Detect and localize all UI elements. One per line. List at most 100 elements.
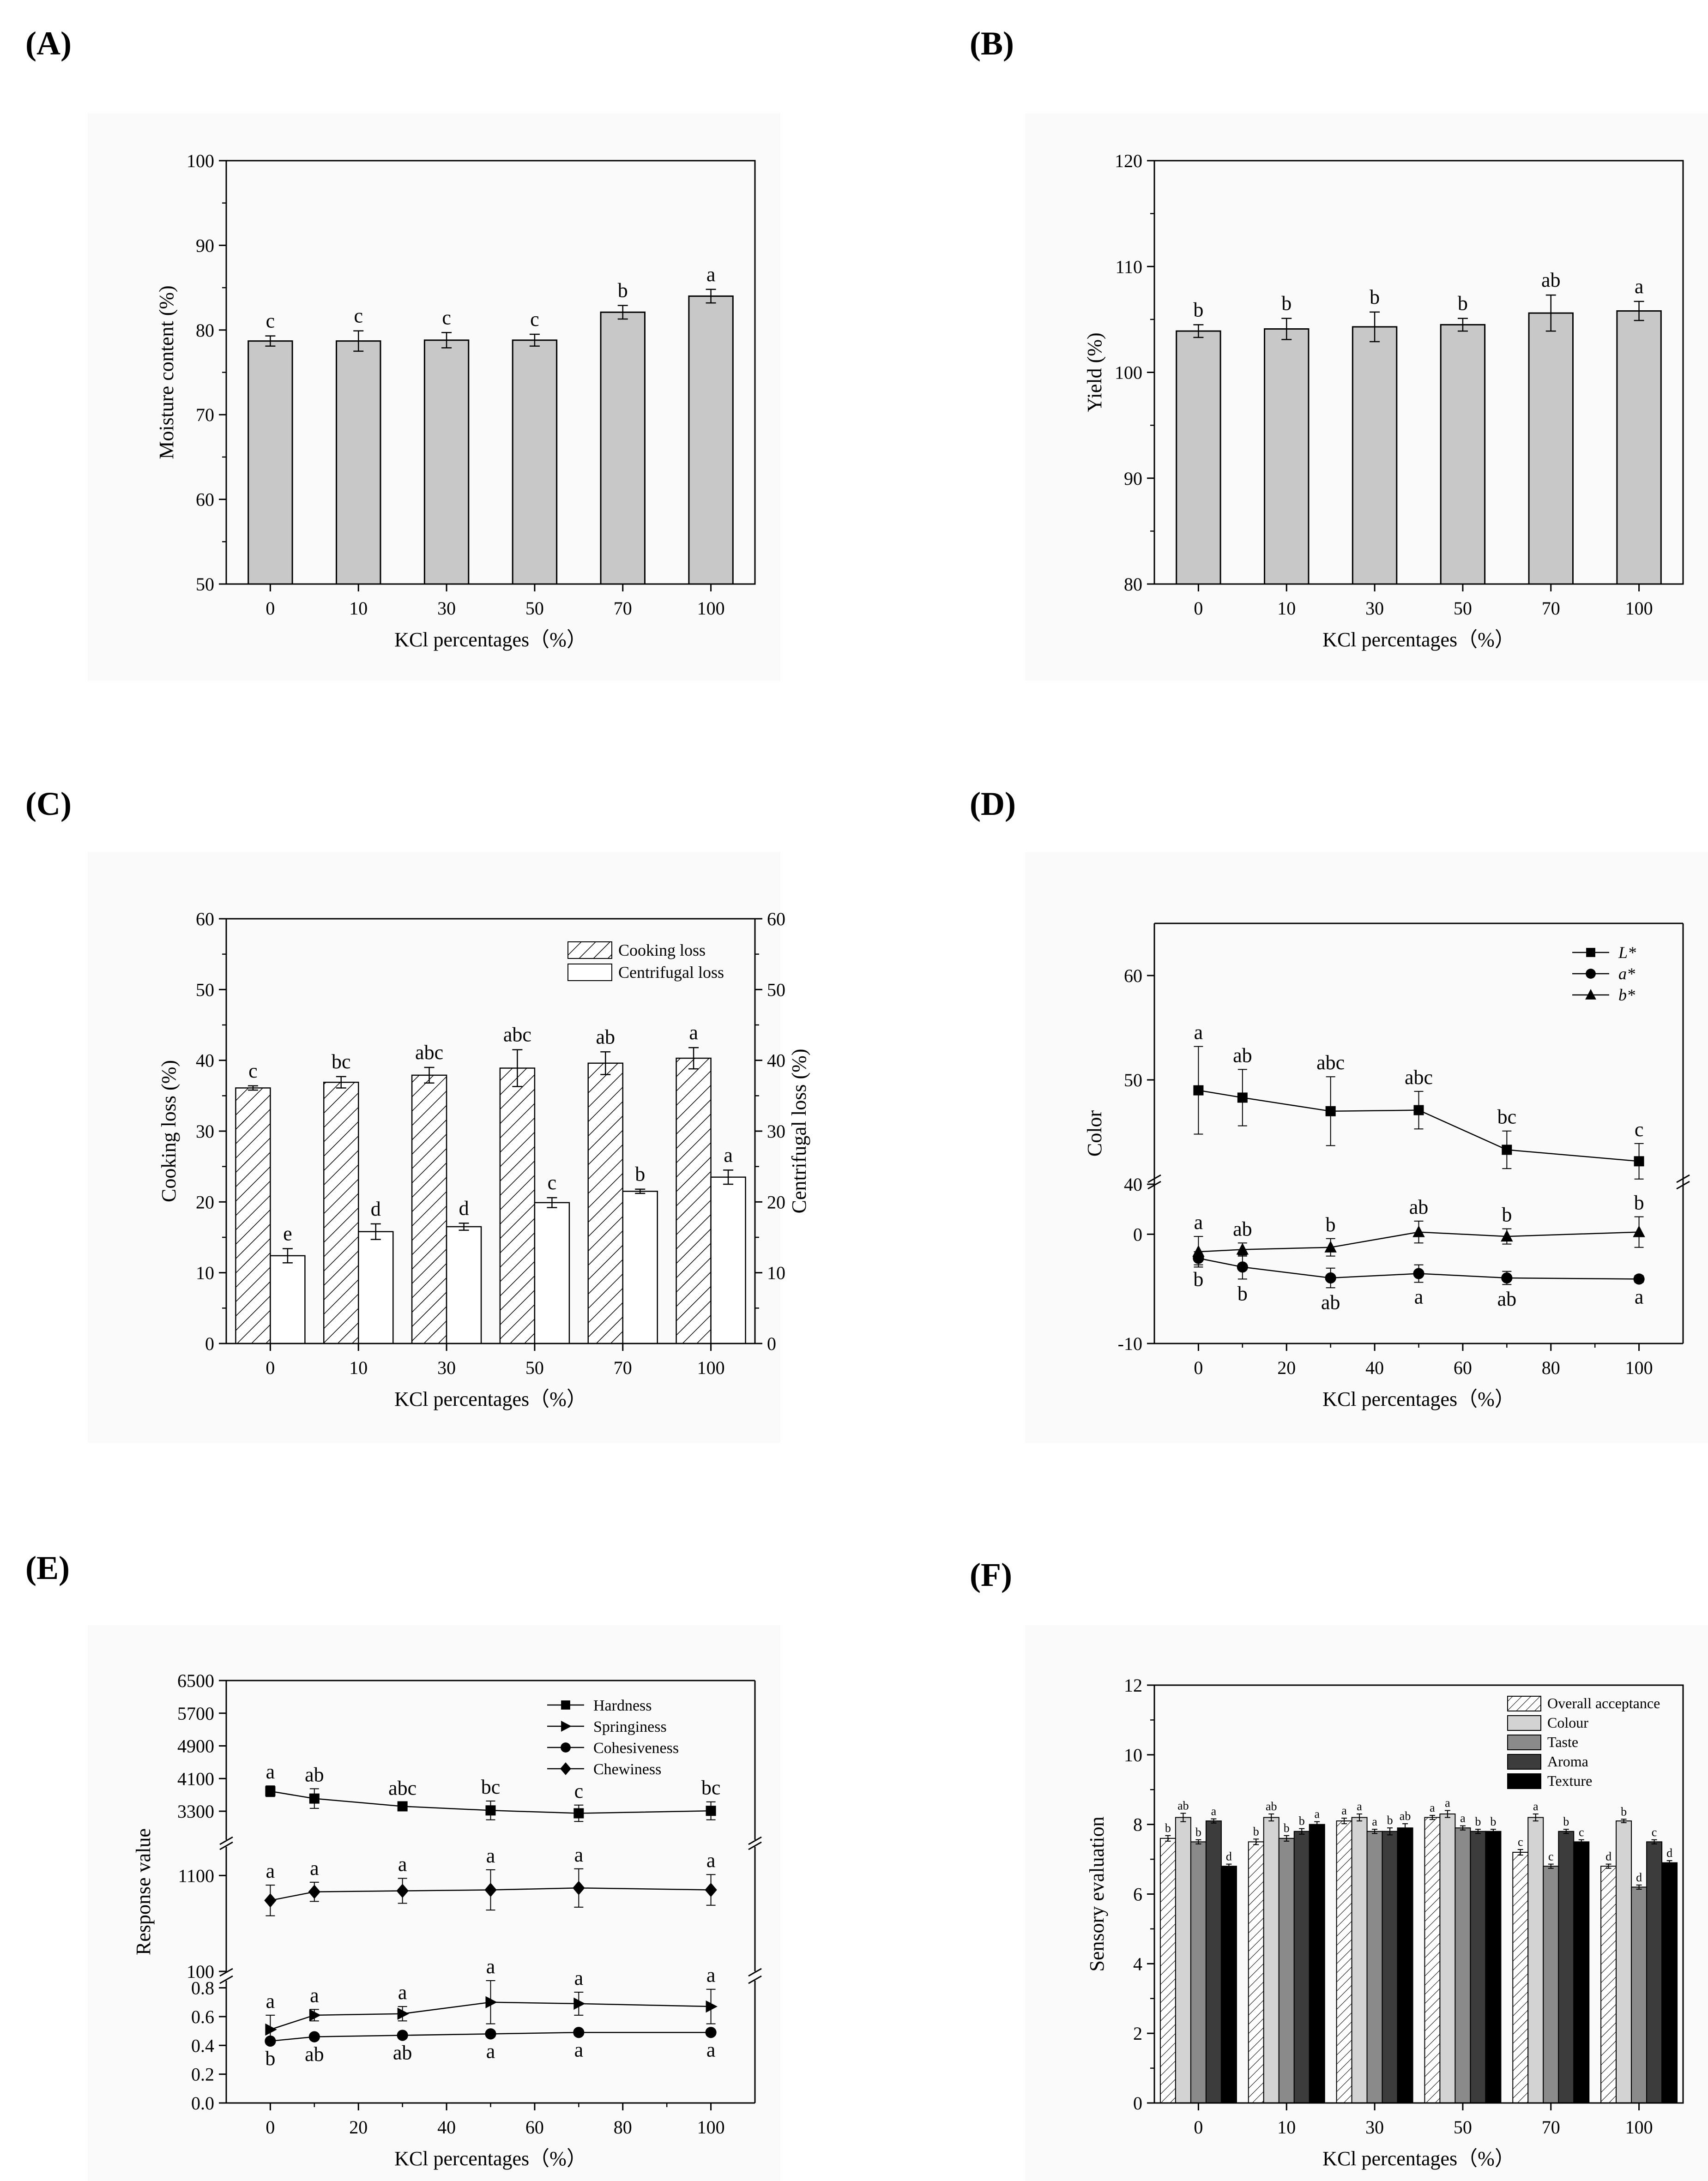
significance-letter: b [618, 279, 628, 302]
legend-label: Colour [1547, 1714, 1588, 1731]
significance-letter: abc [388, 1777, 416, 1800]
axis-break-mark [748, 1968, 762, 1977]
bar-cooking-loss [323, 1081, 359, 1344]
x-tick-label: 100 [697, 1357, 725, 1378]
data-point [1192, 1245, 1205, 1257]
y-tick-label: 0 [1133, 1224, 1142, 1245]
chart-a: 50 60 70 80 90 100 c 0 c 10 c 30 c 50 b 70 a 100 KCl perce… [155, 151, 756, 651]
legend-marker [1586, 969, 1596, 979]
x-tick-label: 10 [1277, 2117, 1296, 2138]
significance-letter: c [442, 306, 451, 329]
data-point [705, 2027, 717, 2038]
bar-overall-acceptance [1600, 1866, 1617, 2104]
data-point [265, 2023, 277, 2036]
data-point [1501, 1229, 1513, 1242]
y-tick-label: 0.0 [191, 2093, 214, 2114]
significance-letter: b [1475, 1815, 1481, 1828]
significance-letter: b [1634, 1191, 1644, 1214]
significance-letter: c [354, 305, 363, 327]
data-point [1193, 1085, 1204, 1096]
bar [1352, 326, 1398, 585]
panel-label-a: (A) [25, 25, 72, 62]
y-tick-label: 3300 [177, 1801, 214, 1822]
plot-frame [1153, 160, 1684, 585]
significance-letter: abc [1316, 1051, 1345, 1074]
y-tick-label: 8 [1133, 1814, 1142, 1835]
legend-label: a* [1618, 964, 1635, 983]
x-tick-label: 50 [1454, 2117, 1472, 2138]
significance-letter: bc [701, 1777, 721, 1799]
bar-taste [1543, 1866, 1559, 2104]
bar-centrifugal-loss [270, 1255, 306, 1344]
legend-label: Overall acceptance [1547, 1695, 1660, 1711]
y-tick-label: 50 [196, 979, 214, 1000]
x-axis-label: KCl percentages（%） [1322, 1388, 1515, 1410]
data-point [397, 1801, 408, 1812]
axis-break-mark [219, 1836, 233, 1845]
axis-break-mark [1147, 1174, 1161, 1183]
y-tick-label: 80 [196, 320, 214, 341]
data-point [573, 1808, 584, 1819]
significance-letter: ab [1541, 269, 1561, 291]
legend-swatch [1507, 1715, 1541, 1731]
significance-letter: a [689, 1021, 698, 1044]
y-tick-label: 10 [1124, 1745, 1142, 1765]
legend-label: Taste [1547, 1734, 1578, 1750]
significance-letter: c [1635, 1118, 1644, 1141]
bar [512, 339, 558, 585]
bar-centrifugal-loss [358, 1231, 394, 1344]
y-tick-label: 90 [1124, 468, 1142, 489]
x-tick-label: 40 [437, 2117, 456, 2138]
significance-letter: b [1502, 1204, 1512, 1226]
significance-letter: a [1460, 1812, 1466, 1825]
x-axis-label: KCl percentages（%） [1322, 2147, 1515, 2170]
legend-label: Springiness [593, 1718, 667, 1735]
bar [423, 339, 470, 585]
significance-letter: c [548, 1171, 557, 1194]
data-point [1324, 1241, 1337, 1253]
x-tick-label: 10 [349, 598, 368, 619]
significance-letter: a [1533, 1800, 1539, 1813]
significance-letter: a [1635, 275, 1644, 298]
axis-break-mark [1676, 1174, 1690, 1183]
y-right-axis-label: Centrifugal loss (%) [788, 1049, 810, 1214]
significance-letter: ab [1266, 1800, 1277, 1813]
axis-break-mark [1147, 1181, 1161, 1190]
data-point [309, 1793, 320, 1804]
significance-letter: c [1548, 1850, 1554, 1863]
significance-letter: b [1387, 1813, 1393, 1827]
significance-letter: d [1666, 1846, 1672, 1860]
significance-letter: b [1370, 286, 1380, 308]
bar [1264, 328, 1310, 585]
x-tick-label: 30 [1365, 598, 1384, 619]
legend-marker [560, 1762, 571, 1775]
significance-letter: a [724, 1144, 733, 1166]
y-axis-label: Yield (%) [1083, 332, 1106, 412]
chart-b: 80 90 100 110 120 b 0 b 10 b 30 b 50 ab 70 a 100 KCl perc… [1083, 151, 1684, 651]
legend-swatch [567, 964, 612, 981]
significance-letter: bc [481, 1776, 501, 1798]
y-tick-label: 90 [196, 235, 214, 256]
y-tick-label: 0.6 [191, 2006, 214, 2027]
series-line-a-star [1198, 1258, 1639, 1280]
bar-overall-acceptance [1248, 1841, 1264, 2103]
y-tick-label: 6500 [177, 1670, 214, 1691]
axis-break-mark [219, 1968, 233, 1977]
y-tick-label: 60 [1124, 965, 1142, 986]
y-right-tick-label: 10 [767, 1263, 785, 1283]
data-point [1325, 1106, 1336, 1116]
x-tick-label: 40 [1365, 1357, 1384, 1378]
bar-aroma [1470, 1831, 1486, 2103]
x-axis-label: KCl percentages（%） [1322, 628, 1515, 651]
y-axis-label: Response value [132, 1828, 155, 1955]
bar-aroma [1646, 1841, 1663, 2103]
y-tick-label: 0 [1133, 2093, 1142, 2114]
y-tick-label: 80 [1124, 574, 1142, 595]
significance-letter: ab [305, 2043, 324, 2066]
x-tick-label: 100 [1625, 1357, 1653, 1378]
panel-bg-d [1025, 852, 1708, 1443]
significance-letter: a [1372, 1815, 1377, 1828]
x-tick-label: 20 [349, 2117, 368, 2138]
data-point [308, 2031, 320, 2042]
